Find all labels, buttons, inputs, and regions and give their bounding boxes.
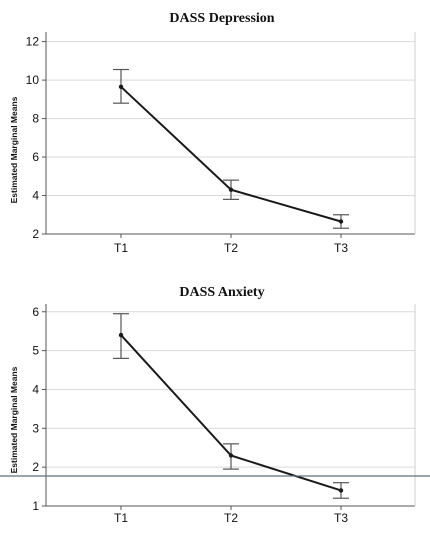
y-tick-label: 4 <box>32 382 39 396</box>
x-tick-label: T1 <box>114 511 128 525</box>
plot-frame <box>45 32 416 235</box>
x-tick-label: T3 <box>334 241 348 255</box>
grid-lines <box>46 311 415 507</box>
y-tick-label: 2 <box>32 460 39 474</box>
x-tick-label: T1 <box>114 241 128 255</box>
depression-chart: DASS Depression Estimated Marginal Means… <box>9 11 416 255</box>
x-tick-label: T3 <box>334 511 348 525</box>
y-tick-label: 6 <box>32 150 39 164</box>
data-point <box>338 488 344 493</box>
y-tick-label: 12 <box>26 35 40 49</box>
series-line <box>120 86 342 223</box>
y-axis-label: Estimated Marginal Means <box>9 366 19 473</box>
tick-labels: 1 2 3 4 5 6 T1 T2 T3 <box>32 305 348 525</box>
data-point <box>118 332 124 338</box>
data-point <box>228 453 234 458</box>
y-tick-label: 8 <box>32 112 39 126</box>
x-tick-label: T2 <box>224 511 238 525</box>
grid-lines <box>46 41 415 235</box>
y-tick-label: 3 <box>32 421 39 435</box>
anxiety-chart: DASS Anxiety Estimated Marginal Means 1 2… <box>9 285 416 525</box>
data-point <box>118 84 124 90</box>
y-axis-label: Estimated Marginal Means <box>9 96 19 203</box>
data-point <box>338 219 344 224</box>
data-series <box>113 68 349 229</box>
y-tick-label: 1 <box>32 499 39 513</box>
y-tick-label: 4 <box>32 189 39 203</box>
y-tick-label: 5 <box>32 344 39 358</box>
y-tick-label: 2 <box>32 227 39 241</box>
data-point <box>228 187 234 192</box>
x-tick-label: T2 <box>224 241 238 255</box>
chart-title: DASS Depression <box>169 11 274 26</box>
tick-labels: 2 4 6 8 10 12 T1 T2 T3 <box>26 35 349 255</box>
y-tick-label: 6 <box>32 305 39 319</box>
y-tick-label: 10 <box>26 73 40 87</box>
data-series <box>113 313 349 499</box>
chart-title: DASS Anxiety <box>179 285 264 300</box>
